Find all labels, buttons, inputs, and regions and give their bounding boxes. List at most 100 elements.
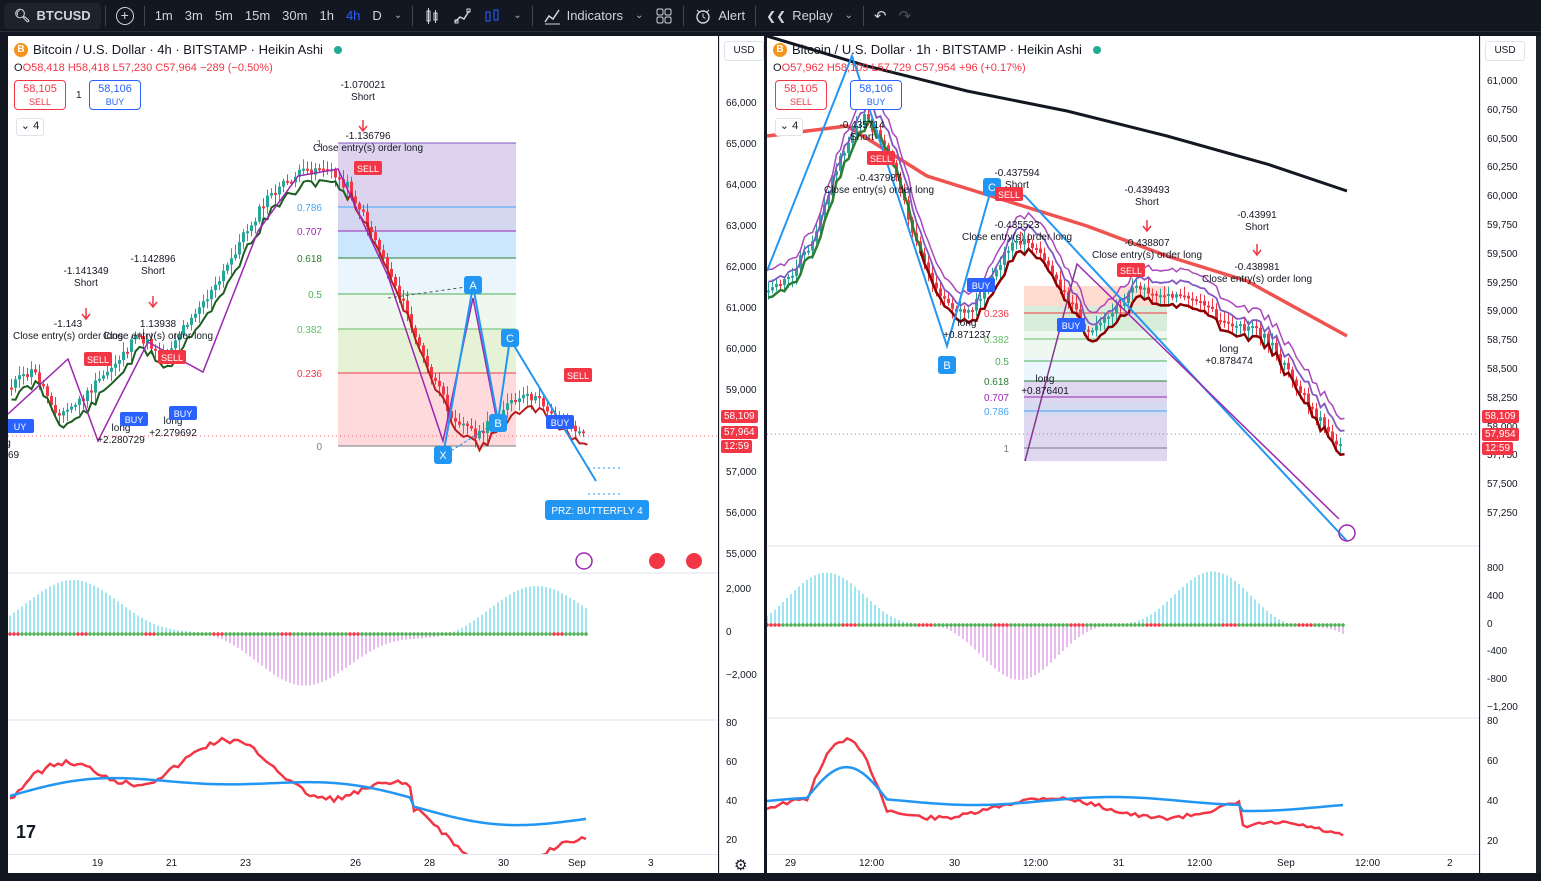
fib-level-label: 0.618 — [984, 377, 1009, 388]
candle — [1059, 279, 1062, 291]
candle — [26, 374, 29, 378]
harmonic-pattern-line — [442, 420, 499, 457]
right-price-scale[interactable]: USD 61,000 60,750 60,500 60,250 60,000 59,750… — [1480, 36, 1536, 873]
macd-signal-dot — [809, 623, 813, 627]
replay-button[interactable]: ❮❮ Replay — [760, 0, 839, 32]
macd-signal-dot — [336, 632, 340, 636]
macd-signal-dot — [416, 632, 420, 636]
candle — [947, 298, 950, 304]
candle-style-button[interactable] — [417, 0, 447, 32]
right-indicators-collapse-button[interactable]: ⌄ 4 — [775, 118, 803, 136]
macd-signal-dot — [40, 632, 44, 636]
timeframe-D[interactable]: D — [372, 8, 382, 23]
right-sell-button[interactable]: 58,105 SELL — [775, 80, 827, 110]
candle — [106, 371, 109, 376]
timeframe-dropdown[interactable]: ⌄ — [388, 0, 408, 32]
settings-gear-icon[interactable]: ⚙ — [734, 857, 748, 874]
alert-label: Alert — [718, 8, 746, 23]
replay-dropdown[interactable]: ⌄ — [839, 0, 859, 32]
candle — [530, 393, 533, 401]
signal-label: BUY — [174, 409, 193, 419]
pattern-point-label: C — [506, 333, 514, 345]
candle — [74, 404, 77, 407]
candle — [1319, 417, 1322, 421]
macd-signal-dot — [1029, 623, 1033, 627]
candle — [422, 345, 425, 357]
timeframe-1h[interactable]: 1h — [319, 8, 334, 23]
undo-button[interactable]: ↶ — [868, 0, 893, 32]
macd-signal-dot — [1277, 623, 1281, 627]
indicators-dropdown[interactable]: ⌄ — [629, 0, 649, 32]
left-time-axis[interactable]: 19 21 23 26 28 30 Sep 3 — [8, 854, 718, 873]
macd-signal-dot — [1201, 623, 1205, 627]
line-chart-icon — [454, 8, 471, 23]
trade-annotation: -0.438807 — [1124, 238, 1169, 249]
trade-annotation-detail: Close entry(s) order long — [1092, 250, 1202, 261]
macd-signal-dot — [532, 632, 536, 636]
right-time-axis[interactable]: 29 12:00 30 12:00 31 12:00 Sep 12:00 2 — [767, 854, 1479, 873]
candle — [210, 290, 213, 300]
timeframe-30m[interactable]: 30m — [282, 8, 308, 23]
timeframe-15m[interactable]: 15m — [244, 8, 271, 23]
candle — [218, 281, 221, 285]
timeframe-1m[interactable]: 1m — [154, 8, 173, 23]
left-chart-canvas[interactable]: 1 0.786 0.707 0.618 0.5 0.382 0.236 0 X A B C PRZ: B… — [8, 36, 718, 873]
indicators-button[interactable]: Indicators — [537, 0, 629, 32]
timeframe-3m[interactable]: 3m — [184, 8, 203, 23]
candle — [1279, 354, 1282, 365]
candle — [1211, 306, 1214, 310]
left-currency-selector[interactable]: USD — [724, 41, 764, 61]
candle — [462, 423, 465, 426]
timeframe-4h[interactable]: 4h — [345, 8, 361, 23]
candle — [426, 356, 429, 367]
symbol-search-button[interactable]: 🔍︎ BTCUSD — [4, 2, 101, 29]
macd-signal-dot — [1009, 623, 1013, 627]
macd-signal-dot — [20, 632, 24, 636]
macd-signal-dot — [1301, 623, 1305, 627]
compare-symbol-button[interactable]: + — [110, 0, 140, 32]
us-flag-event-icon — [649, 553, 665, 569]
candle — [1175, 294, 1178, 298]
fib-level-label: 0.5 — [308, 290, 322, 301]
left-indicators-collapse-button[interactable]: ⌄ 4 — [16, 118, 44, 136]
price-label: 59,750 — [1487, 220, 1518, 231]
candle — [118, 360, 121, 364]
macd-signal-dot — [524, 632, 528, 636]
redo-button[interactable]: ↷ — [893, 0, 918, 32]
macd-signal-dot — [1253, 623, 1257, 627]
candle — [1091, 330, 1094, 333]
candle — [1155, 293, 1158, 296]
left-buy-button[interactable]: 58,106 BUY — [89, 80, 141, 110]
macd-signal-dot — [16, 632, 20, 636]
long-moving-average-line — [767, 36, 1348, 193]
heikin-ashi-icon — [485, 9, 499, 21]
candle — [482, 430, 485, 434]
macd-signal-dot — [969, 623, 973, 627]
templates-button[interactable] — [649, 0, 679, 32]
left-chart-pane[interactable]: 1 0.786 0.707 0.618 0.5 0.382 0.236 0 X A B C PRZ: B… — [8, 36, 718, 873]
macd-signal-dot — [1077, 623, 1081, 627]
heikin-ashi-button[interactable] — [477, 0, 507, 32]
left-sell-button[interactable]: 58,105 SELL — [14, 80, 66, 110]
fib-zone — [338, 294, 516, 329]
right-chart-pane[interactable]: 0.236 0.382 0.5 0.618 0.707 0.786 1 B C -0.435714… — [767, 36, 1479, 873]
right-chart-canvas[interactable]: 0.236 0.382 0.5 0.618 0.707 0.786 1 B C -0.435714… — [767, 36, 1479, 873]
macd-signal-dot — [56, 632, 60, 636]
macd-signal-dot — [893, 623, 897, 627]
oscillator-label: 80 — [726, 718, 738, 729]
right-currency-selector[interactable]: USD — [1485, 41, 1525, 61]
chart-type-button[interactable] — [447, 0, 477, 32]
macd-signal-dot — [240, 632, 244, 636]
chevron-down-icon: ⌄ — [513, 10, 522, 21]
trade-annotation-detail: +2.280729 — [97, 435, 145, 446]
macd-signal-dot — [384, 632, 388, 636]
left-price-scale[interactable]: USD 66,000 65,000 64,000 63,000 62,000 61,000… — [719, 36, 764, 874]
market-open-icon — [1092, 45, 1101, 54]
candle — [1039, 248, 1042, 254]
alert-button[interactable]: Alert — [688, 0, 751, 32]
timeframe-5m[interactable]: 5m — [214, 8, 233, 23]
macd-signal-dot — [1125, 623, 1129, 627]
fib-zone — [1024, 331, 1167, 358]
right-buy-button[interactable]: 58,106 BUY — [850, 80, 902, 110]
chart-type-dropdown[interactable]: ⌄ — [507, 0, 527, 32]
